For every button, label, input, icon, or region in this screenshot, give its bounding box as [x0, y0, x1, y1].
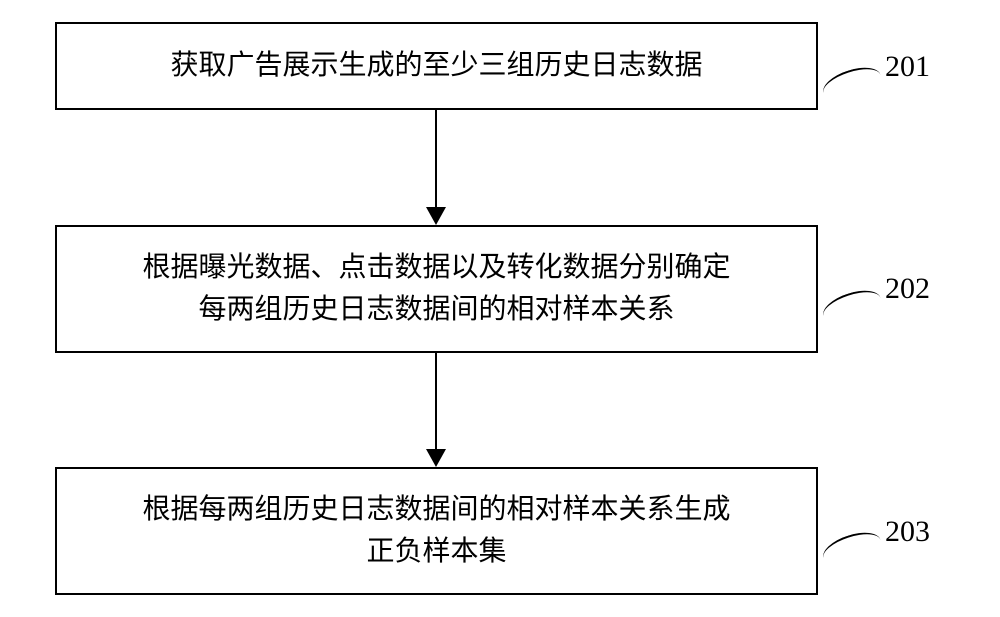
arrow-line: [435, 353, 437, 449]
step-label-201: 201: [885, 50, 930, 84]
arrow-head-icon: [426, 207, 446, 225]
label-connector: [819, 284, 885, 329]
flow-step-203: 根据每两组历史日志数据间的相对样本关系生成 正负样本集: [55, 467, 818, 595]
arrow-line: [435, 110, 437, 207]
arrow-head-icon: [426, 449, 446, 467]
flow-step-text: 获取广告展示生成的至少三组历史日志数据: [170, 45, 702, 87]
label-connector: [819, 61, 885, 106]
flow-step-201: 获取广告展示生成的至少三组历史日志数据: [55, 22, 818, 110]
flow-step-202: 根据曝光数据、点击数据以及转化数据分别确定 每两组历史日志数据间的相对样本关系: [55, 225, 818, 353]
label-connector: [819, 526, 885, 571]
flow-step-text: 根据每两组历史日志数据间的相对样本关系生成 正负样本集: [142, 489, 730, 573]
flow-step-text: 根据曝光数据、点击数据以及转化数据分别确定 每两组历史日志数据间的相对样本关系: [142, 247, 730, 331]
step-label-202: 202: [885, 272, 930, 306]
step-label-203: 203: [885, 515, 930, 549]
